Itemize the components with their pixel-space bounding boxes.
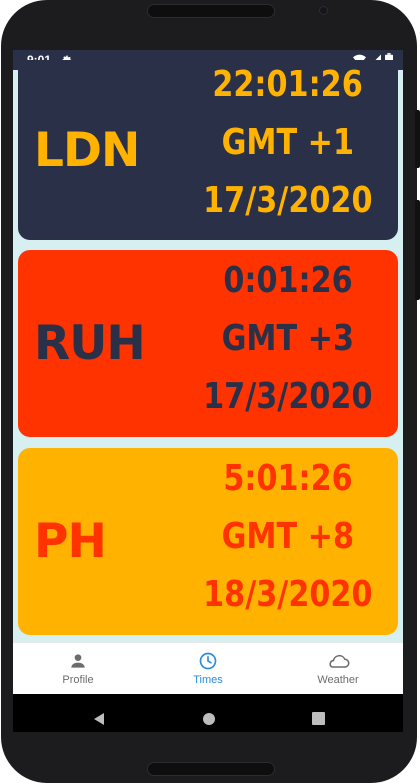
home-icon[interactable] — [202, 712, 216, 726]
city-time: 22:01:26 — [212, 64, 364, 105]
power-button — [415, 110, 420, 168]
system-navigation-bar — [13, 694, 403, 732]
city-code: PH — [34, 514, 107, 569]
wifi-icon — [353, 54, 366, 65]
recents-icon[interactable] — [311, 712, 325, 725]
back-icon[interactable] — [92, 712, 106, 726]
city-date: 17/3/2020 — [203, 180, 373, 221]
tab-profile[interactable]: Profile — [13, 643, 143, 694]
gmt-offset: GMT +8 — [221, 516, 355, 557]
tab-label: Profile — [62, 674, 94, 686]
front-camera — [319, 6, 328, 15]
city-card-ruh[interactable]: RUH 0:01:26 GMT +3 17/3/2020 — [18, 250, 398, 437]
city-card-ldn[interactable]: LDN 22:01:26 GMT +1 17/3/2020 — [18, 60, 398, 240]
city-card-ph[interactable]: PH 5:01:26 GMT +8 18/3/2020 — [18, 448, 398, 635]
cloud-icon — [329, 654, 350, 668]
earpiece-speaker — [147, 4, 275, 18]
bottom-speaker — [147, 762, 275, 776]
tab-label: Weather — [317, 674, 359, 686]
gmt-offset: GMT +3 — [221, 318, 355, 359]
clock-icon — [199, 652, 217, 670]
tab-times[interactable]: Times — [143, 643, 273, 694]
bottom-navigation: Profile Times Weather — [13, 642, 403, 694]
app-screen: 9:01 LDN 22:01:26 GMT +1 — [13, 50, 403, 732]
person-icon — [71, 654, 85, 668]
city-time: 0:01:26 — [223, 260, 353, 301]
tab-label: Times — [193, 674, 223, 686]
city-info: 0:01:26 GMT +3 17/3/2020 — [188, 252, 388, 426]
city-code: LDN — [34, 122, 140, 178]
city-info: 22:01:26 GMT +1 17/3/2020 — [188, 56, 388, 230]
volume-button — [415, 200, 420, 300]
city-date: 18/3/2020 — [203, 574, 373, 615]
city-info: 5:01:26 GMT +8 18/3/2020 — [188, 450, 388, 624]
city-code: RUH — [34, 316, 146, 371]
tab-weather[interactable]: Weather — [273, 643, 403, 694]
city-time: 5:01:26 — [223, 458, 353, 499]
gmt-offset: GMT +1 — [221, 122, 355, 163]
city-date: 17/3/2020 — [203, 376, 373, 417]
